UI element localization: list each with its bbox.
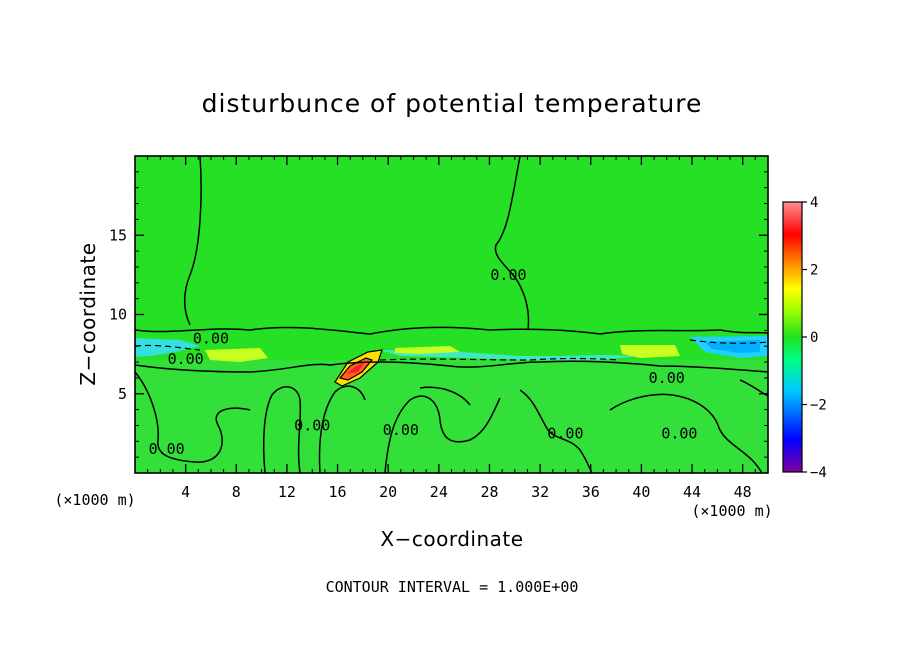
x-tick-label: 28	[480, 483, 498, 501]
contour-line-column-d	[519, 389, 593, 474]
negative-contour-right	[689, 339, 769, 344]
contour-line-right-b	[739, 379, 769, 397]
contour-line-right-a	[609, 393, 763, 474]
x-tick-label: 4	[181, 483, 190, 501]
x-tick-label: 8	[232, 483, 241, 501]
x-unit-right: (×1000 m)	[691, 502, 772, 520]
anomaly-contour-outer	[334, 349, 383, 387]
colorbar-tick-label: 4	[810, 195, 818, 211]
warm-band-left	[205, 348, 268, 362]
x-axis-title: X−coordinate	[380, 527, 523, 551]
y-tick-label: 15	[109, 226, 127, 244]
x-tick-label: 20	[379, 483, 397, 501]
x-tick-label: 48	[734, 483, 752, 501]
contour-line-column-b	[318, 385, 366, 474]
colorbar-tick-label: −4	[810, 465, 827, 481]
y-axis-title: Z−coordinate	[76, 242, 100, 385]
contour-line-upper-mid	[494, 155, 530, 331]
warm-anomaly-peak	[346, 363, 364, 374]
x-tick-label: 16	[329, 483, 347, 501]
contour-lines	[134, 155, 769, 474]
x-tick-label: 12	[278, 483, 296, 501]
anomaly-contour-inner	[338, 357, 374, 381]
x-tick-label: 24	[430, 483, 448, 501]
contour-label: 0.00	[649, 369, 685, 387]
x-axis: 4 8 12 16 20 24 28 32 36 40 44 48	[147, 156, 756, 501]
cold-layer-left	[135, 338, 200, 357]
y-tick-label: 10	[109, 306, 127, 324]
anomaly-contours	[334, 349, 383, 387]
contour-label: 0.00	[661, 424, 697, 442]
x-tick-label: 44	[683, 483, 701, 501]
negative-contour-mid	[379, 357, 621, 361]
contour-label: 0.00	[294, 416, 330, 434]
contour-interval-footer: CONTOUR INTERVAL = 1.000E+00	[326, 578, 579, 596]
x-tick-label: 32	[531, 483, 549, 501]
contour-line-upper-band	[134, 326, 769, 335]
warm-band-mid	[395, 346, 460, 354]
colorbar-tick-label: 0	[810, 330, 818, 346]
contour-line-column-c	[384, 395, 501, 474]
colorbar-tick-label: −2	[810, 398, 827, 414]
contour-line-bottom-left	[134, 371, 251, 463]
contour-line-column-a	[262, 386, 302, 474]
colorbar-gradient	[782, 201, 803, 473]
y-tick-label: 5	[118, 385, 127, 403]
contour-line-lower-mid	[419, 386, 471, 406]
warm-band-right	[620, 345, 680, 358]
contour-label: 0.00	[383, 421, 419, 439]
contour-label: 0.00	[547, 424, 583, 442]
x-tick-label: 36	[582, 483, 600, 501]
contour-label: 0.00	[193, 329, 229, 347]
colorbar: 4 2 0 −2 −4	[782, 195, 827, 481]
contour-label: 0.00	[490, 266, 526, 284]
chart-title: disturbunce of potential temperature	[202, 89, 703, 118]
negative-contours	[134, 339, 769, 361]
cold-core-right	[705, 340, 760, 353]
negative-contour-left	[134, 344, 201, 351]
y-axis: 5 10 15	[109, 171, 768, 458]
contour-label: 0.00	[149, 440, 185, 458]
plot-area: 0.00 0.00 0.00 0.00 0.00 0.00 0.00 0.00 0.00	[134, 155, 769, 474]
colorbar-ticks: 4 2 0 −2 −4	[802, 195, 827, 481]
lower-field	[135, 360, 768, 473]
colorbar-tick-label: 2	[810, 263, 818, 279]
contour-labels: 0.00 0.00 0.00 0.00 0.00 0.00 0.00 0.00 0.00	[149, 266, 698, 458]
x-unit-left: (×1000 m)	[54, 491, 135, 509]
contour-line-lower-band	[134, 360, 769, 373]
x-tick-label: 40	[632, 483, 650, 501]
contour-label: 0.00	[168, 350, 204, 368]
contour-line-upper-left	[184, 155, 202, 326]
